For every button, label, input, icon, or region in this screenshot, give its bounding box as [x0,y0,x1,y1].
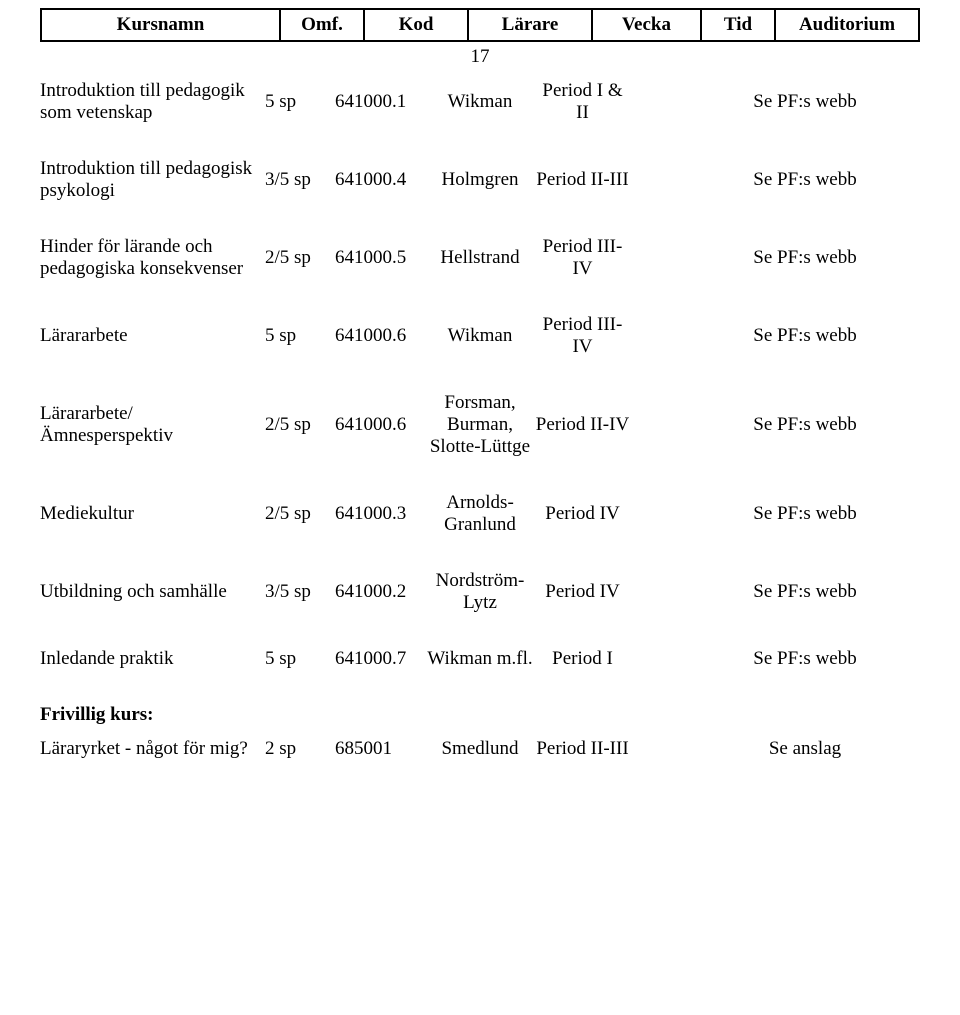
cell-larare: Wikman [425,325,535,347]
cell-omf: 2/5 sp [265,414,335,436]
col-header-kod: Kod [364,9,468,41]
cell-vecka: Period II-III [535,169,630,191]
cell-omf: 2 sp [265,738,335,760]
col-header-larare: Lärare [468,9,592,41]
cell-auditorium: Se PF:s webb [690,648,920,670]
cell-kod: 641000.5 [335,247,425,269]
cell-auditorium: Se PF:s webb [690,325,920,347]
cell-kursnamn: Läraryrket - något för mig? [40,738,265,760]
cell-omf: 2/5 sp [265,503,335,525]
course-row: Introduktion till pedagogik som vetenska… [40,80,920,124]
cell-kod: 641000.4 [335,169,425,191]
cell-auditorium: Se PF:s webb [690,503,920,525]
cell-larare: Arnolds-Granlund [425,492,535,536]
optional-course-row: Läraryrket - något för mig? 2 sp 685001 … [40,738,920,760]
cell-vecka: Period IV [535,581,630,603]
cell-vecka: Period I & II [535,80,630,124]
col-header-kursnamn: Kursnamn [41,9,280,41]
cell-auditorium: Se anslag [690,738,920,760]
cell-auditorium: Se PF:s webb [690,247,920,269]
cell-omf: 5 sp [265,91,335,113]
cell-kod: 641000.7 [335,648,425,670]
col-header-auditorium: Auditorium [775,9,919,41]
cell-vecka: Period II-III [535,738,630,760]
col-header-omf: Omf. [280,9,364,41]
cell-kursnamn: Utbildning och samhälle [40,581,265,603]
cell-larare: Wikman m.fl. [425,648,535,670]
course-row: Hinder för lärande och pedagogiska konse… [40,236,920,280]
cell-kursnamn: Introduktion till pedagogik som vetenska… [40,80,265,124]
cell-vecka: Period III-IV [535,314,630,358]
column-header-table: Kursnamn Omf. Kod Lärare Vecka Tid Audit… [40,8,920,42]
cell-omf: 3/5 sp [265,169,335,191]
cell-kursnamn: Lärararbete/ Ämnesperspektiv [40,403,265,447]
cell-kod: 641000.6 [335,325,425,347]
cell-larare: Holmgren [425,169,535,191]
cell-kursnamn: Inledande praktik [40,648,265,670]
course-row: Utbildning och samhälle 3/5 sp 641000.2 … [40,570,920,614]
cell-vecka: Period IV [535,503,630,525]
optional-section-heading: Frivillig kurs: [40,704,920,726]
cell-larare: Nordström-Lytz [425,570,535,614]
cell-vecka: Period I [535,648,630,670]
cell-omf: 2/5 sp [265,247,335,269]
page: Kursnamn Omf. Kod Lärare Vecka Tid Audit… [0,0,960,1015]
cell-kod: 641000.1 [335,91,425,113]
cell-larare: Forsman, Burman, Slotte-Lüttge [425,392,535,458]
cell-kod: 641000.2 [335,581,425,603]
cell-auditorium: Se PF:s webb [690,169,920,191]
cell-kursnamn: Introduktion till pedagogisk psykologi [40,158,265,202]
page-number: 17 [40,46,920,68]
cell-larare: Wikman [425,91,535,113]
cell-kursnamn: Mediekultur [40,503,265,525]
cell-kod: 641000.3 [335,503,425,525]
course-row: Lärararbete/ Ämnesperspektiv 2/5 sp 6410… [40,392,920,458]
cell-kursnamn: Hinder för lärande och pedagogiska konse… [40,236,265,280]
cell-auditorium: Se PF:s webb [690,581,920,603]
cell-auditorium: Se PF:s webb [690,414,920,436]
col-header-vecka: Vecka [592,9,701,41]
cell-auditorium: Se PF:s webb [690,91,920,113]
cell-kursnamn: Lärararbete [40,325,265,347]
course-row: Mediekultur 2/5 sp 641000.3 Arnolds-Gran… [40,492,920,536]
cell-kod: 641000.6 [335,414,425,436]
course-row: Lärararbete 5 sp 641000.6 Wikman Period … [40,314,920,358]
cell-omf: 3/5 sp [265,581,335,603]
cell-larare: Smedlund [425,738,535,760]
cell-larare: Hellstrand [425,247,535,269]
course-row: Inledande praktik 5 sp 641000.7 Wikman m… [40,648,920,670]
cell-vecka: Period II-IV [535,414,630,436]
col-header-tid: Tid [701,9,775,41]
cell-omf: 5 sp [265,648,335,670]
course-row: Introduktion till pedagogisk psykologi 3… [40,158,920,202]
cell-omf: 5 sp [265,325,335,347]
cell-kod: 685001 [335,738,425,760]
cell-vecka: Period III-IV [535,236,630,280]
